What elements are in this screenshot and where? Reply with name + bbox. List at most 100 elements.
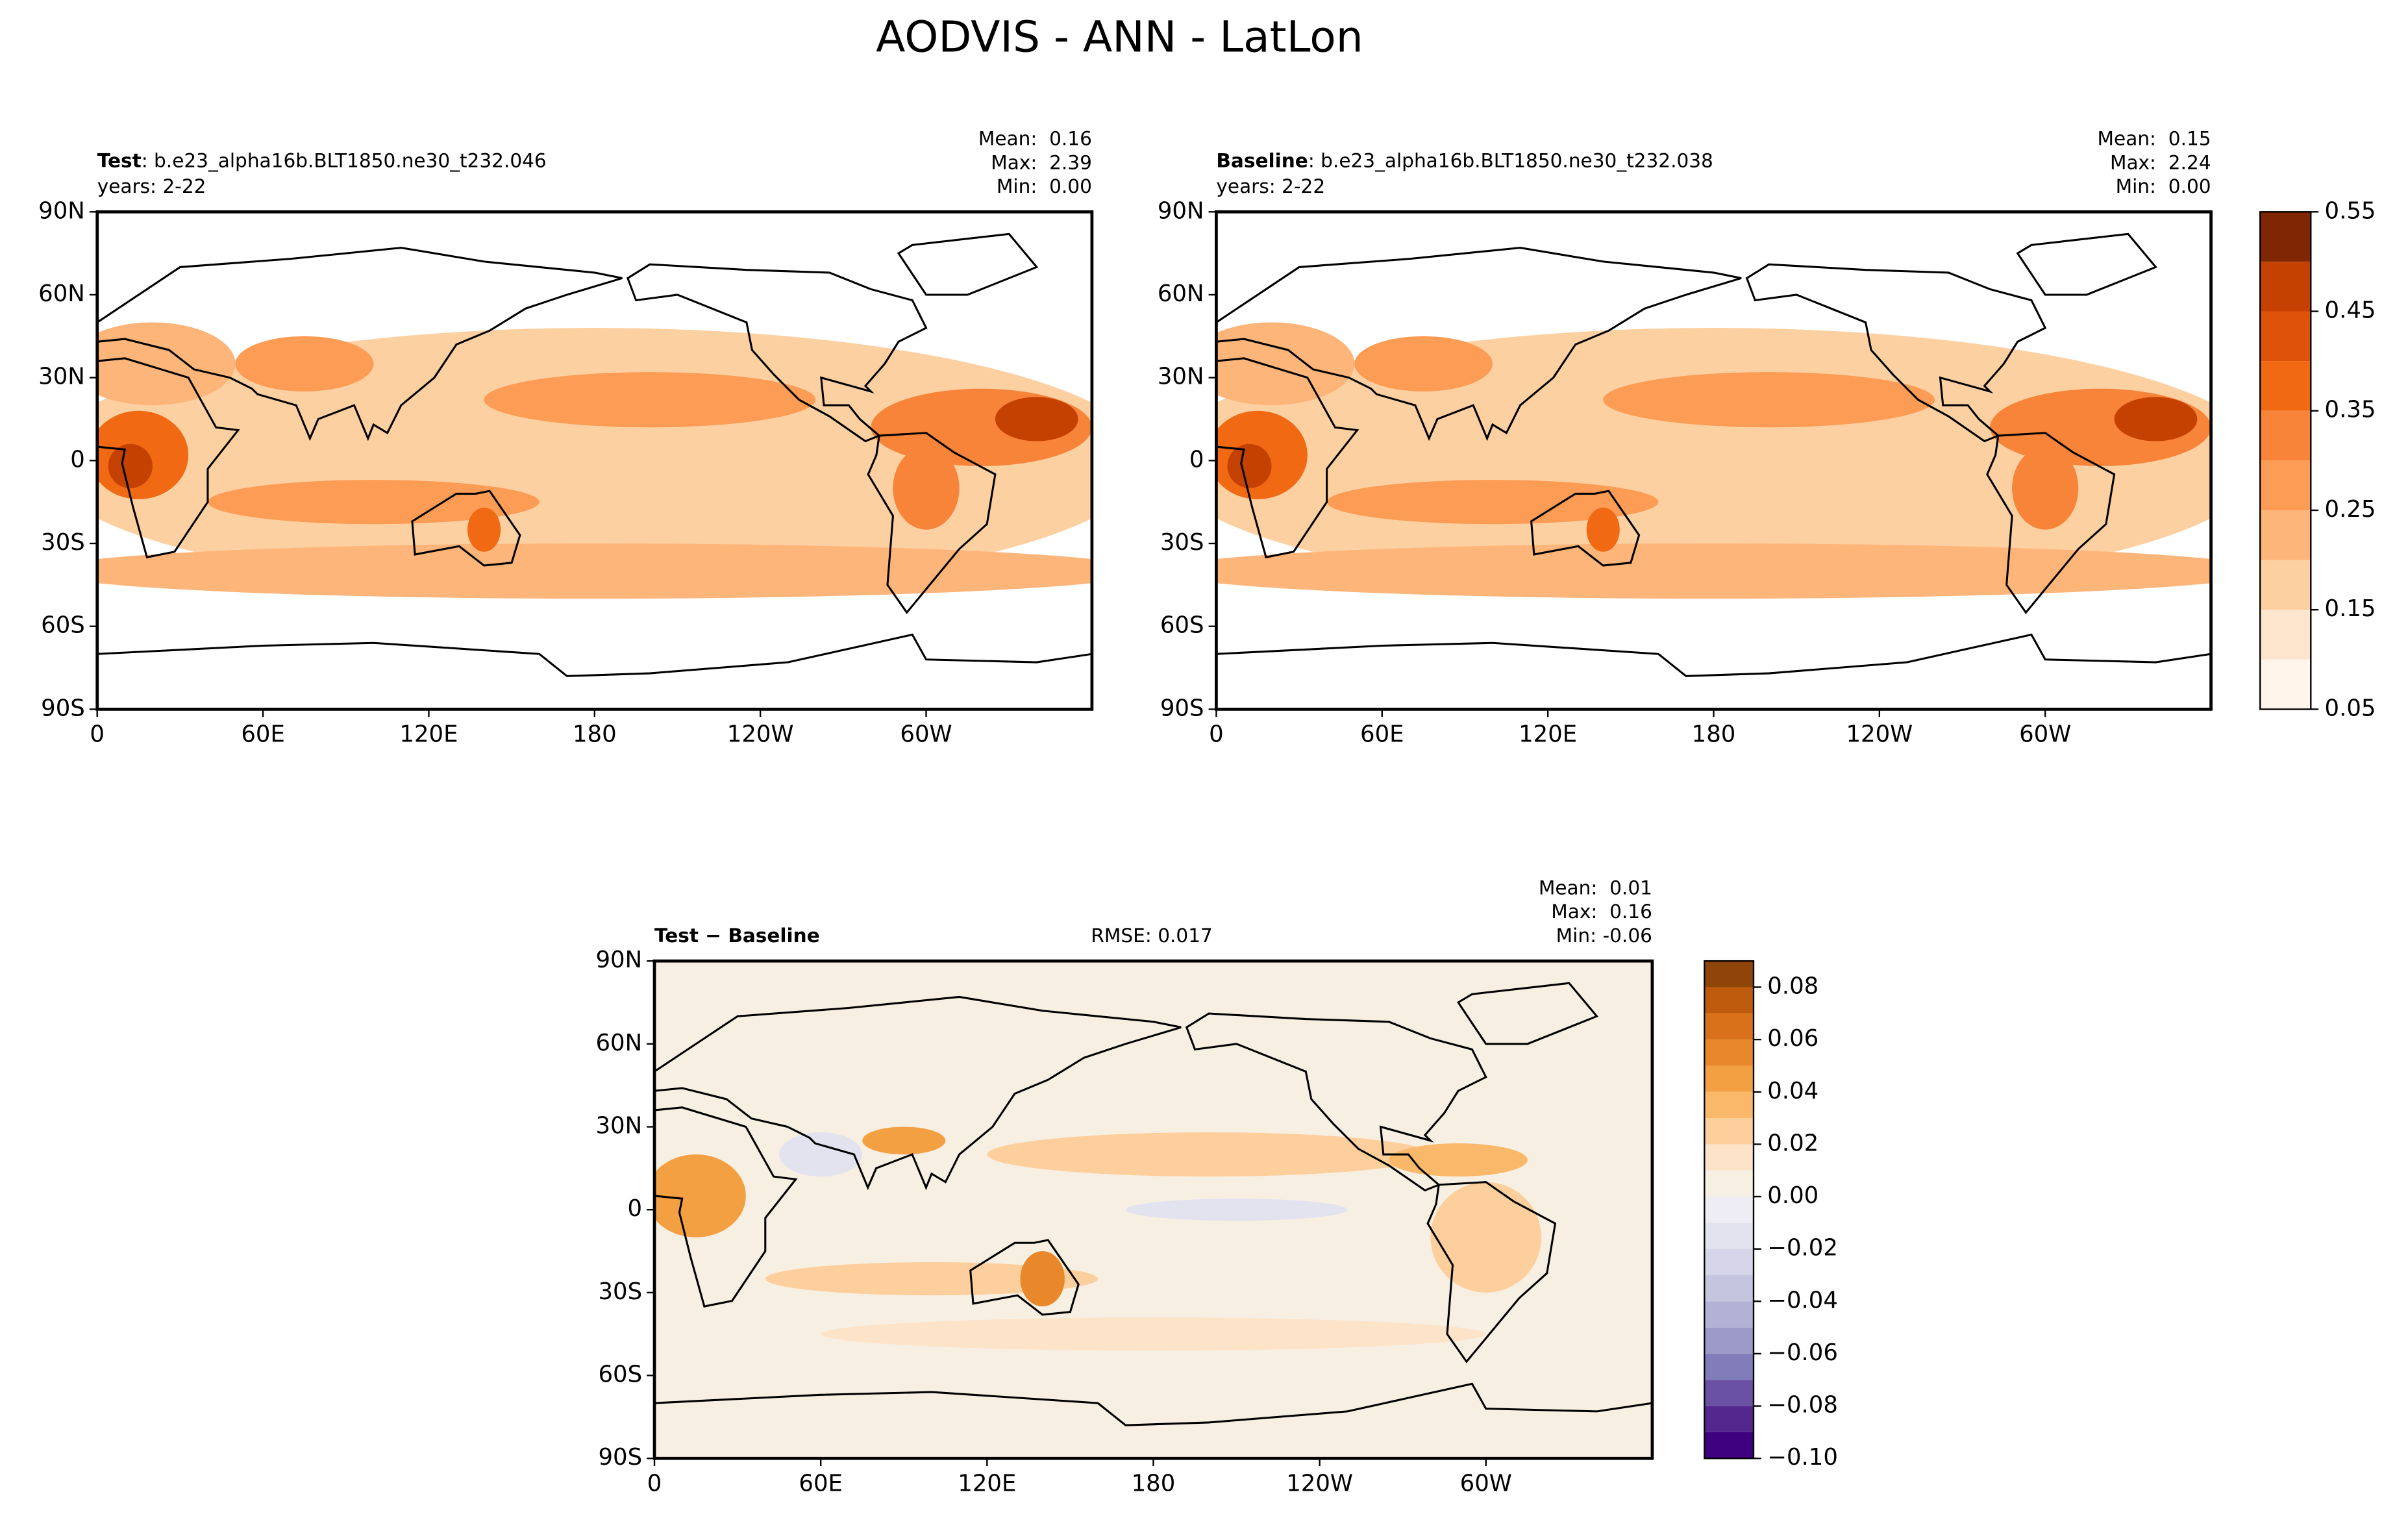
x-tick-label: 0 xyxy=(1209,721,1224,748)
y-tick-label: 0 xyxy=(628,1195,643,1222)
field-blob xyxy=(1216,543,2211,599)
field-blob xyxy=(779,1132,863,1177)
field-blob xyxy=(1603,372,1935,428)
colorbar-band xyxy=(2260,212,2311,262)
colorbar-tick-label: −0.08 xyxy=(1767,1392,1838,1419)
colorbar-band xyxy=(1704,1144,1754,1171)
y-tick-label: 60S xyxy=(41,612,85,639)
y-tick-label: 90N xyxy=(595,947,642,973)
x-tick-label: 60E xyxy=(241,721,285,748)
colorbar-tick-label: 0.35 xyxy=(2325,397,2376,423)
colorbar-band xyxy=(1704,1249,1754,1275)
y-tick-label: 90S xyxy=(598,1444,642,1471)
field-blob xyxy=(97,322,236,406)
colorbar-tick-label: 0.15 xyxy=(2325,595,2376,622)
coastline xyxy=(654,1106,798,1308)
colorbar-band xyxy=(2260,610,2311,660)
colorbar-band xyxy=(2260,410,2311,461)
colorbar-band xyxy=(1704,1013,1754,1040)
field-blob xyxy=(1326,480,1659,525)
y-tick-label: 90N xyxy=(1158,197,1204,224)
panel-header: Test − Baseline xyxy=(654,925,820,947)
colorbar-band xyxy=(1704,1353,1754,1380)
years: years: 2-22 xyxy=(97,175,206,197)
colorbar-band xyxy=(1704,1301,1754,1328)
coastline xyxy=(1530,490,1641,567)
y-tick-label: 60N xyxy=(595,1030,642,1056)
coastline xyxy=(97,633,1092,710)
field-blob xyxy=(207,480,540,525)
coastline xyxy=(1216,247,1742,441)
colorbar-band xyxy=(2260,659,2311,710)
x-tick-label: 0 xyxy=(647,1470,662,1497)
colorbar-band xyxy=(1704,987,1754,1013)
coastline xyxy=(1216,633,2211,710)
y-tick-label: 30S xyxy=(41,529,85,556)
colorbar-band xyxy=(1704,1039,1754,1066)
colorbar-band xyxy=(1704,1406,1754,1432)
y-tick-label: 60S xyxy=(598,1361,642,1388)
colorbar-band xyxy=(1704,1118,1754,1145)
colorbar-tick-label: −0.04 xyxy=(1767,1287,1838,1313)
colorbar-band xyxy=(2260,361,2311,411)
field-blob xyxy=(1586,507,1620,552)
y-tick-label: 90N xyxy=(38,197,85,224)
colorbar-tick-label: 0.08 xyxy=(1767,973,1818,999)
coastline xyxy=(969,1239,1080,1316)
stat: Min: 0.00 xyxy=(2116,175,2211,197)
y-tick-label: 30N xyxy=(38,364,85,390)
colorbar-band xyxy=(1704,1197,1754,1223)
y-tick-label: 0 xyxy=(1189,446,1204,473)
years: years: 2-22 xyxy=(1216,175,1325,197)
field-blob xyxy=(1125,1199,1348,1221)
panel-header: Test: b.e23_alpha16b.BLT1850.ne30_t232.0… xyxy=(97,149,547,171)
x-tick-label: 120E xyxy=(1519,721,1577,748)
colorbar-band xyxy=(1704,1065,1754,1092)
y-tick-label: 90S xyxy=(41,695,85,721)
stat: Max: 2.24 xyxy=(2110,151,2211,173)
rmse: RMSE: 0.017 xyxy=(1091,925,1212,947)
coastline xyxy=(1185,1012,1487,1192)
coastline xyxy=(654,1382,1652,1459)
case-id: : b.e23_alpha16b.BLT1850.ne30_t232.046 xyxy=(142,149,547,171)
stat: Max: 2.39 xyxy=(991,151,1092,173)
y-tick-label: 90S xyxy=(1160,695,1204,721)
y-tick-label: 30N xyxy=(595,1113,642,1139)
x-tick-label: 60W xyxy=(900,721,952,748)
coastline xyxy=(867,432,997,614)
colorbar-band xyxy=(2260,510,2311,560)
colorbar-band xyxy=(1704,1091,1754,1119)
case-id: : b.e23_alpha16b.BLT1850.ne30_t232.038 xyxy=(1308,149,1713,171)
colorbar-band xyxy=(1704,1327,1754,1354)
case-name: Baseline xyxy=(1216,149,1308,171)
colorbar-band xyxy=(1704,1223,1754,1249)
y-tick-label: 30N xyxy=(1158,364,1204,390)
colorbar-band xyxy=(2260,560,2311,610)
colorbar-tick-label: 0.55 xyxy=(2325,197,2376,224)
x-tick-label: 120E xyxy=(958,1470,1016,1497)
coastline xyxy=(411,490,521,567)
x-tick-label: 60E xyxy=(799,1470,843,1497)
colorbar-band xyxy=(2260,261,2311,312)
y-tick-label: 30S xyxy=(598,1278,642,1305)
colorbar-tick-label: 0.02 xyxy=(1767,1130,1818,1156)
colorbar-band xyxy=(2260,311,2311,362)
stat: Mean: 0.16 xyxy=(978,128,1092,150)
colorbar-tick-label: −0.10 xyxy=(1767,1444,1838,1471)
field-blob xyxy=(654,1154,746,1237)
field-blob xyxy=(1354,336,1493,392)
coastline xyxy=(627,263,928,443)
x-tick-label: 120E xyxy=(399,721,458,748)
colorbar-band xyxy=(1704,1274,1754,1302)
x-tick-label: 0 xyxy=(90,721,105,748)
coastline xyxy=(1426,1181,1557,1363)
x-tick-label: 180 xyxy=(573,721,617,748)
colorbar-tick-label: 0.45 xyxy=(2325,297,2376,324)
case-name: Test xyxy=(97,149,142,171)
field-blob xyxy=(821,1317,1486,1351)
colorbar-band xyxy=(1704,1170,1754,1197)
x-tick-label: 60W xyxy=(1460,1470,1512,1497)
colorbar-tick-label: 0.05 xyxy=(2325,695,2376,721)
coastline xyxy=(1986,432,2116,614)
